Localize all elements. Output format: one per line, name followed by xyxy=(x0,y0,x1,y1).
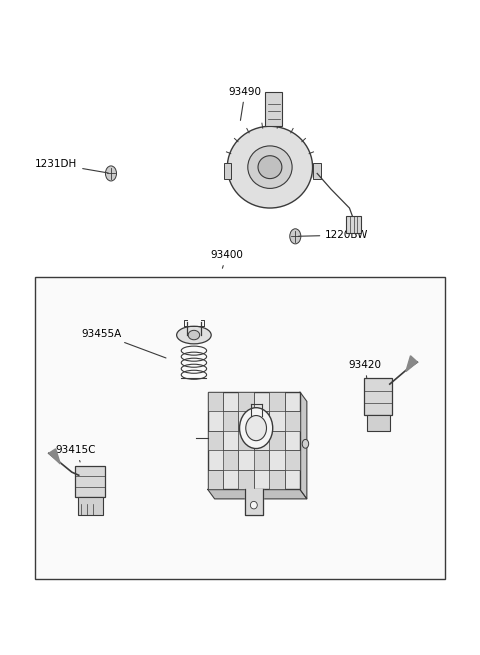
Ellipse shape xyxy=(251,501,257,509)
Bar xyxy=(367,415,390,430)
Bar xyxy=(254,470,269,489)
Bar xyxy=(346,215,361,233)
Bar xyxy=(208,392,223,411)
Bar xyxy=(78,497,103,515)
Bar xyxy=(269,392,285,411)
Bar xyxy=(269,451,285,470)
Polygon shape xyxy=(406,356,418,371)
Bar xyxy=(223,411,239,431)
Ellipse shape xyxy=(188,330,200,340)
Ellipse shape xyxy=(225,158,315,187)
Bar xyxy=(223,392,239,411)
Bar xyxy=(75,466,105,497)
Text: 93400: 93400 xyxy=(210,250,243,269)
Bar xyxy=(239,470,254,489)
Text: 1231DH: 1231DH xyxy=(35,159,108,173)
Bar xyxy=(223,470,239,489)
Bar xyxy=(224,163,231,179)
Polygon shape xyxy=(49,449,60,464)
Bar xyxy=(285,431,300,451)
Bar xyxy=(265,92,282,126)
Polygon shape xyxy=(208,489,307,499)
Bar xyxy=(208,431,223,451)
Bar xyxy=(285,392,300,411)
Bar xyxy=(285,470,300,489)
Ellipse shape xyxy=(246,415,266,441)
Bar xyxy=(285,451,300,470)
Polygon shape xyxy=(300,392,307,499)
Ellipse shape xyxy=(248,146,292,189)
Bar xyxy=(35,277,445,579)
Bar xyxy=(254,392,269,411)
Bar xyxy=(223,451,239,470)
Bar xyxy=(208,451,223,470)
Text: 93490: 93490 xyxy=(228,86,262,121)
Text: 93415C: 93415C xyxy=(56,445,96,462)
Text: 93455A: 93455A xyxy=(81,329,166,358)
Bar xyxy=(254,431,269,451)
Text: 1220BW: 1220BW xyxy=(299,230,369,240)
Bar xyxy=(254,451,269,470)
Bar xyxy=(313,163,321,179)
Bar xyxy=(208,392,300,489)
Circle shape xyxy=(290,229,301,244)
Bar xyxy=(285,411,300,431)
Circle shape xyxy=(106,166,117,181)
Bar xyxy=(208,470,223,489)
Bar xyxy=(208,411,223,431)
Bar xyxy=(364,379,392,415)
Bar xyxy=(269,470,285,489)
Bar xyxy=(223,431,239,451)
Circle shape xyxy=(302,440,309,448)
Bar xyxy=(239,411,254,431)
Ellipse shape xyxy=(228,126,312,208)
Polygon shape xyxy=(245,489,263,515)
Bar xyxy=(239,431,254,451)
Bar xyxy=(239,392,254,411)
Bar xyxy=(269,431,285,451)
Bar xyxy=(254,411,269,431)
Text: 93420: 93420 xyxy=(348,360,381,378)
Ellipse shape xyxy=(258,156,282,179)
Ellipse shape xyxy=(240,407,273,449)
Ellipse shape xyxy=(177,326,211,344)
Bar xyxy=(239,451,254,470)
Bar xyxy=(269,411,285,431)
